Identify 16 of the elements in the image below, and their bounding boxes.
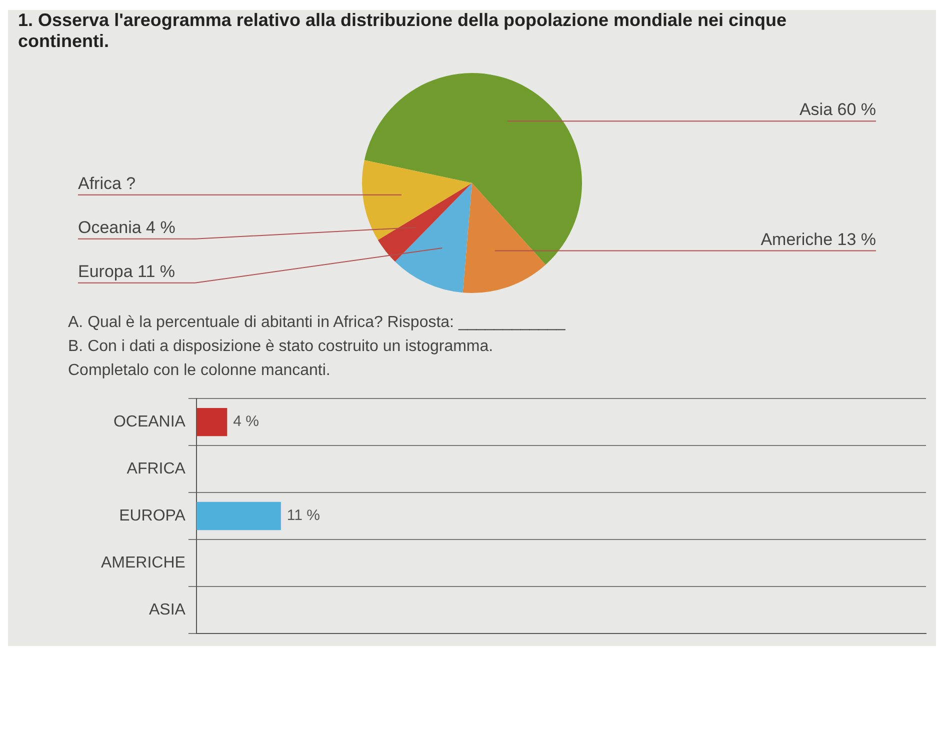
text: A. Qual è la percentuale di abitanti in Africa? Risposta: ____________ bbox=[68, 314, 566, 332]
y-tick-label: AFRICA bbox=[126, 460, 186, 478]
text: Completalo con le colonne mancanti. bbox=[68, 362, 332, 380]
chart-title: 1. Osserva l'areogramma relativo alla distribuzione della popolazione mondiale nei cinque continenti. bbox=[18, 10, 788, 52]
slice-label: Africa ? bbox=[78, 174, 136, 193]
y-tick-label: AMERICHE bbox=[101, 554, 186, 572]
y-tick-label: EUROPA bbox=[119, 507, 186, 524]
data-label: 11 % bbox=[286, 507, 320, 524]
y-tick-label: ASIA bbox=[148, 601, 186, 618]
slice-label: Asia 60 % bbox=[799, 100, 876, 120]
data-label: 4 % bbox=[233, 413, 260, 430]
slice-label: Europa 11 % bbox=[78, 262, 176, 281]
y-tick-label: OCEANIA bbox=[113, 413, 186, 430]
slice-label: Americhe 13 % bbox=[760, 230, 876, 249]
slice-label: Oceania 4 % bbox=[78, 218, 176, 237]
text: B. Con i dati a disposizione è stato costruito un istogramma. bbox=[68, 338, 494, 356]
